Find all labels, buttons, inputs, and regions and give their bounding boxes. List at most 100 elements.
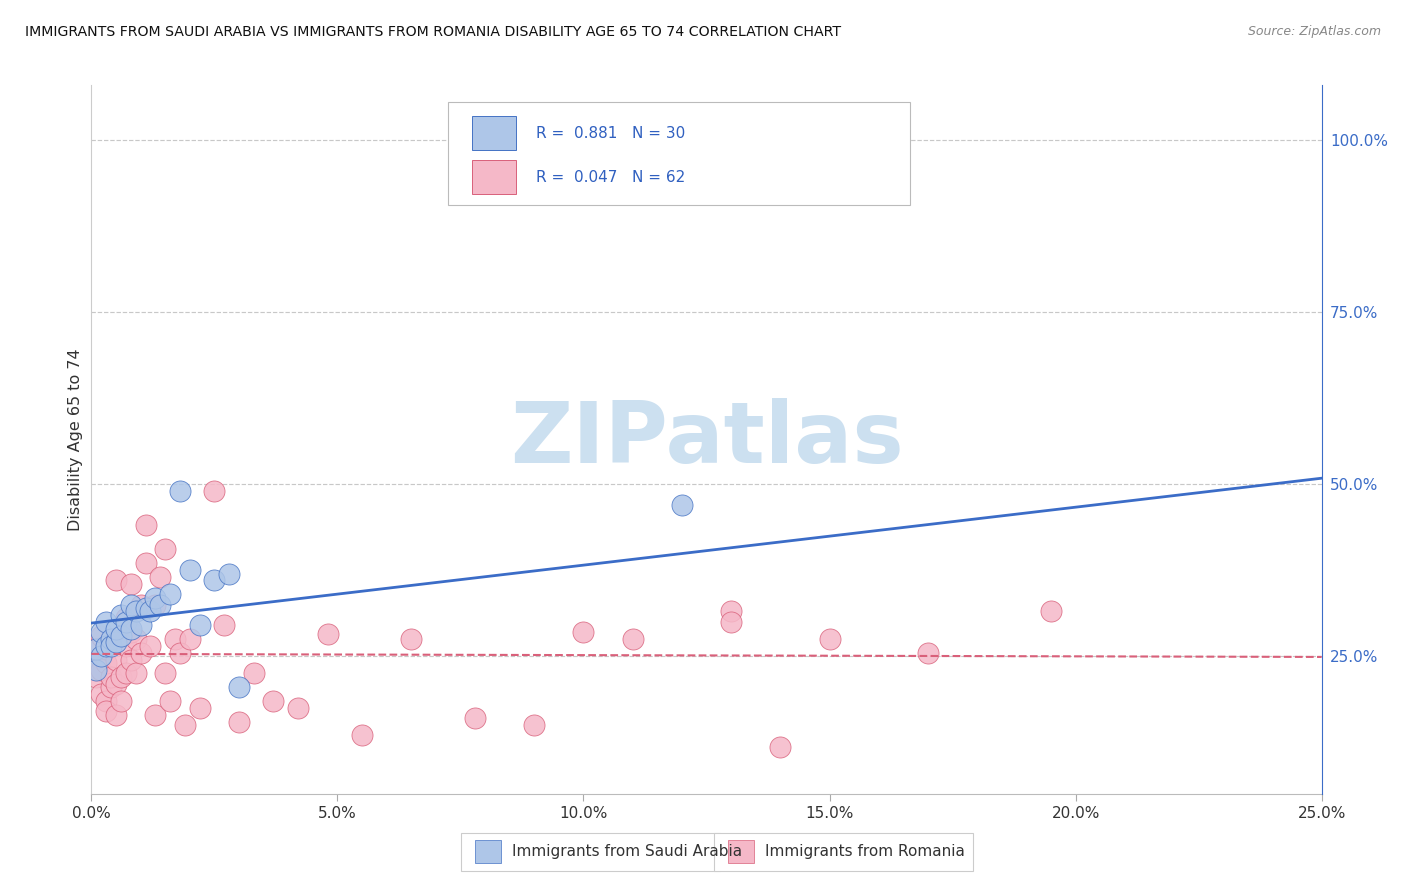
Point [120, 622, 142, 636]
Point [135, 518, 156, 533]
Point [287, 701, 309, 715]
Point [399, 632, 422, 646]
Y-axis label: Disability Age 65 to 74: Disability Age 65 to 74 [67, 348, 83, 531]
Point [105, 707, 127, 722]
Point [149, 570, 172, 584]
Point [86, 663, 108, 677]
Point [120, 625, 142, 640]
Bar [471, 160, 516, 194]
Point [135, 556, 156, 570]
Bar [728, 840, 754, 863]
Point [242, 666, 264, 681]
FancyBboxPatch shape [714, 833, 973, 871]
Point [105, 574, 127, 588]
Point [769, 740, 792, 755]
Point [110, 670, 132, 684]
FancyBboxPatch shape [461, 833, 720, 871]
Point [139, 639, 162, 653]
Point [96, 694, 117, 708]
Point [218, 566, 240, 581]
Point [120, 652, 142, 666]
Point [572, 625, 595, 640]
Point [188, 701, 211, 715]
Point [316, 627, 339, 641]
Text: IMMIGRANTS FROM SAUDI ARABIA VS IMMIGRANTS FROM ROMANIA DISABILITY AGE 65 TO 74 : IMMIGRANTS FROM SAUDI ARABIA VS IMMIGRAN… [25, 25, 841, 39]
Point [169, 483, 191, 498]
Point [262, 694, 284, 708]
Point [96, 642, 117, 657]
Point [96, 615, 117, 629]
Point [129, 598, 152, 612]
Point [114, 611, 138, 625]
Point [188, 618, 211, 632]
Point [818, 632, 841, 646]
Point [96, 704, 117, 718]
Point [86, 670, 108, 684]
Point [621, 632, 644, 646]
Point [129, 646, 152, 660]
Point [96, 656, 117, 670]
FancyBboxPatch shape [449, 103, 910, 205]
Point [145, 707, 166, 722]
Point [202, 574, 225, 588]
Point [523, 718, 546, 732]
Point [124, 604, 146, 618]
Point [100, 670, 122, 684]
Point [90, 663, 112, 677]
Point [202, 483, 225, 498]
Point [228, 680, 250, 694]
Text: R =  0.881   N = 30: R = 0.881 N = 30 [536, 126, 685, 141]
Point [179, 632, 201, 646]
Point [100, 632, 122, 646]
Point [159, 587, 181, 601]
Point [169, 646, 191, 660]
Point [153, 542, 177, 557]
Text: Immigrants from Romania: Immigrants from Romania [765, 845, 965, 859]
Point [100, 632, 122, 646]
Text: Immigrants from Saudi Arabia: Immigrants from Saudi Arabia [512, 845, 742, 859]
Bar [471, 116, 516, 150]
Point [105, 635, 127, 649]
Point [1039, 604, 1063, 618]
Point [90, 649, 112, 664]
Point [120, 598, 142, 612]
Point [153, 666, 177, 681]
Point [114, 639, 138, 653]
Point [124, 666, 146, 681]
Point [135, 601, 156, 615]
Point [720, 604, 742, 618]
Point [105, 677, 127, 691]
Point [90, 625, 112, 640]
Point [145, 591, 166, 605]
Point [464, 711, 486, 725]
Point [100, 680, 122, 694]
Point [352, 728, 374, 742]
Point [163, 632, 186, 646]
Point [671, 498, 693, 512]
Point [105, 652, 127, 666]
Point [86, 642, 108, 657]
Point [110, 607, 132, 622]
Point [90, 628, 112, 642]
Point [86, 663, 108, 677]
Point [228, 714, 250, 729]
Point [212, 618, 235, 632]
Point [159, 694, 181, 708]
Point [145, 598, 166, 612]
Point [110, 628, 132, 642]
Point [179, 563, 201, 577]
Text: ZIPatlas: ZIPatlas [509, 398, 904, 481]
Point [100, 639, 122, 653]
Point [114, 615, 138, 629]
Text: R =  0.047   N = 62: R = 0.047 N = 62 [536, 169, 685, 185]
Point [90, 687, 112, 701]
Text: Source: ZipAtlas.com: Source: ZipAtlas.com [1247, 25, 1381, 38]
Point [120, 577, 142, 591]
Point [174, 718, 197, 732]
Point [129, 618, 152, 632]
Point [917, 646, 939, 660]
Bar [475, 840, 501, 863]
Point [96, 639, 117, 653]
Point [149, 598, 172, 612]
Point [105, 622, 127, 636]
